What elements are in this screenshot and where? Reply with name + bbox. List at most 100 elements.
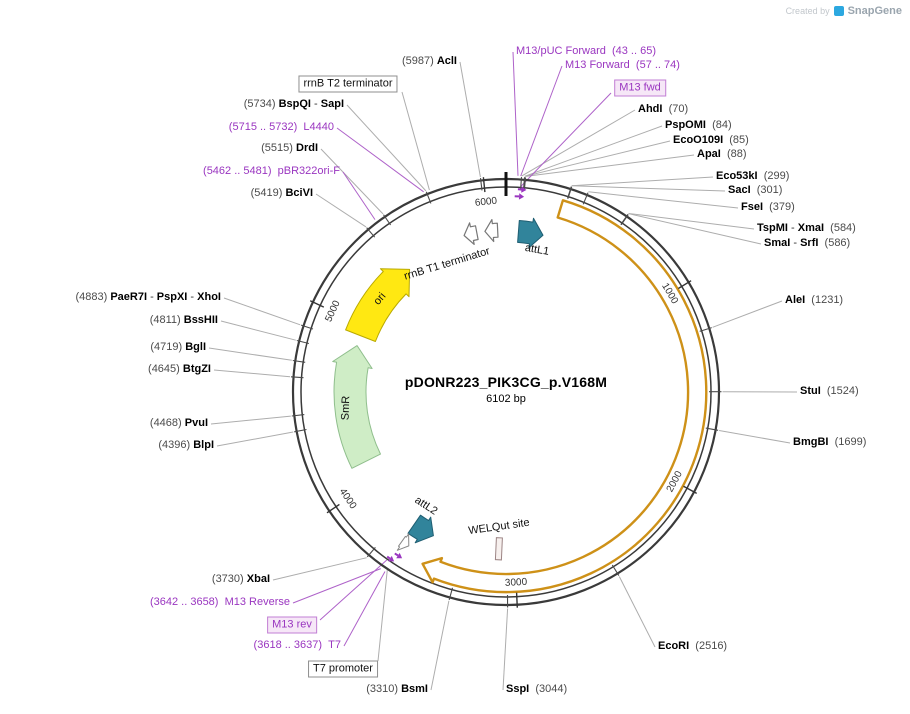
site-label-part: (584) bbox=[824, 222, 856, 234]
site-label-alei[interactable]: AleI (1231) bbox=[785, 293, 843, 308]
tick-label-6000: 6000 bbox=[474, 196, 498, 209]
site-label-pbr322ori-f[interactable]: (5462 .. 5481) pBR322ori-F bbox=[203, 164, 340, 179]
site-label-fsei[interactable]: FseI (379) bbox=[741, 200, 795, 215]
site-label-sspi[interactable]: SspI (3044) bbox=[506, 682, 567, 697]
position-tick bbox=[517, 593, 518, 608]
site-label-saci[interactable]: SacI (301) bbox=[728, 183, 782, 198]
rrnb-t1-terminator-glyph-a[interactable] bbox=[464, 223, 478, 245]
snapgene-brand: SnapGene bbox=[848, 5, 902, 17]
enzyme-site-tick bbox=[367, 547, 375, 557]
site-label-part: (379) bbox=[763, 201, 795, 213]
leader-line bbox=[526, 155, 694, 176]
site-label-m13-forward[interactable]: M13 Forward (57 .. 74) bbox=[565, 58, 680, 73]
site-label-part: (2516) bbox=[689, 640, 727, 652]
leader-line bbox=[343, 172, 375, 220]
attl2-arrow[interactable] bbox=[408, 515, 433, 543]
site-label-part: (3044) bbox=[529, 683, 567, 695]
site-label-t7-primer[interactable]: (3618 .. 3637) T7 bbox=[254, 638, 341, 653]
site-label-stui[interactable]: StuI (1524) bbox=[800, 384, 859, 399]
site-label-part: XhoI bbox=[197, 291, 221, 303]
site-label-part: DrdI bbox=[296, 142, 318, 154]
site-label-eco53ki[interactable]: Eco53kI (299) bbox=[716, 169, 789, 184]
site-label-drdi[interactable]: (5515) DrdI bbox=[261, 141, 318, 156]
site-label-smai-srfi[interactable]: SmaI - SrfI (586) bbox=[764, 236, 850, 251]
site-label-apai[interactable]: ApaI (88) bbox=[697, 147, 747, 162]
site-label-part: BspQI bbox=[279, 98, 311, 110]
site-label-part: (3310) bbox=[366, 683, 401, 695]
leader-line bbox=[503, 609, 508, 691]
primer-mark[interactable] bbox=[387, 557, 390, 559]
smr-label[interactable]: SmR bbox=[339, 396, 352, 421]
rrnb-t2-terminator-box[interactable]: rrnB T2 terminator bbox=[298, 76, 397, 93]
site-label-m13-puc-forward[interactable]: M13/pUC Forward (43 .. 65) bbox=[516, 44, 656, 59]
site-label-part: XmaI bbox=[798, 222, 824, 234]
site-label-l4440[interactable]: (5715 .. 5732) L4440 bbox=[229, 120, 334, 135]
site-label-part: SmaI bbox=[764, 237, 790, 249]
site-label-pspomi[interactable]: PspOMI (84) bbox=[665, 118, 732, 133]
site-label-part: Eco53kI bbox=[716, 170, 758, 182]
rrnb-t1-terminator-label[interactable]: rrnB T1 terminator bbox=[403, 245, 492, 283]
site-label-part: AleI bbox=[785, 294, 805, 306]
site-label-part: StuI bbox=[800, 385, 821, 397]
tick-label-4000: 4000 bbox=[337, 487, 359, 512]
site-label-part: (4811) bbox=[150, 314, 184, 326]
site-label-bspqi-sapi[interactable]: (5734) BspQI - SapI bbox=[244, 97, 344, 112]
t7-promoter-box[interactable]: T7 promoter bbox=[308, 661, 378, 678]
leader-line bbox=[221, 321, 296, 340]
m13-rev-box[interactable]: M13 rev bbox=[267, 617, 317, 634]
site-label-part: PvuI bbox=[185, 417, 208, 429]
t7-promoter-glyph[interactable] bbox=[397, 534, 409, 551]
site-label-tspmi-xmai[interactable]: TspMI - XmaI (584) bbox=[757, 221, 856, 236]
site-label-bsmi[interactable]: (3310) BsmI bbox=[366, 682, 428, 697]
site-label-part: M13/pUC Forward (43 .. 65) bbox=[516, 45, 656, 57]
site-label-part: - bbox=[788, 222, 798, 234]
m13-fwd-box[interactable]: M13 fwd bbox=[614, 80, 666, 97]
leader-line bbox=[629, 214, 755, 230]
welqut-site-marker[interactable] bbox=[495, 538, 502, 560]
welqut-site-label[interactable]: WELQut site bbox=[468, 517, 531, 537]
site-label-eco0109i[interactable]: EcoO109I (85) bbox=[673, 133, 749, 148]
leader-line bbox=[320, 560, 387, 620]
site-label-part: (5987) bbox=[402, 55, 437, 67]
site-label-btgzi[interactable]: (4645) BtgZI bbox=[148, 362, 211, 377]
site-label-ahdi[interactable]: AhdI (70) bbox=[638, 102, 688, 117]
rrnb-t1-terminator-glyph-b[interactable] bbox=[485, 220, 498, 242]
leader-line bbox=[209, 348, 292, 360]
site-label-bgli[interactable]: (4719) BglI bbox=[150, 340, 206, 355]
site-label-part: (5419) bbox=[251, 187, 286, 199]
site-label-part: (84) bbox=[706, 119, 732, 131]
site-label-ecori[interactable]: EcoRI (2516) bbox=[658, 639, 727, 654]
plasmid-title: pDONR223_PIK3CG_p.V168M bbox=[405, 374, 607, 390]
leader-line bbox=[719, 431, 790, 444]
site-label-pvui[interactable]: (4468) PvuI bbox=[150, 416, 208, 431]
site-label-part: (1524) bbox=[821, 385, 859, 397]
site-label-acli[interactable]: (5987) AclI bbox=[402, 54, 457, 69]
site-label-part: BmgBI bbox=[793, 436, 828, 448]
leader-line bbox=[525, 126, 662, 176]
tick-label-3000: 3000 bbox=[505, 577, 528, 589]
site-label-paer7i-pspxi-xhoi[interactable]: (4883) PaeR7I - PspXI - XhoI bbox=[75, 290, 221, 305]
primer-mark[interactable] bbox=[395, 553, 398, 555]
site-label-part: - bbox=[187, 291, 197, 303]
enzyme-site-tick bbox=[367, 228, 375, 238]
site-label-bmgbi[interactable]: BmgBI (1699) bbox=[793, 435, 866, 450]
attl1-label[interactable]: attL1 bbox=[524, 242, 550, 258]
attl2-label[interactable]: attL2 bbox=[413, 494, 440, 517]
site-label-m13-reverse[interactable]: (3642 .. 3658) M13 Reverse bbox=[150, 595, 290, 610]
site-label-part: - bbox=[790, 237, 800, 249]
watermark-created-by: Created by bbox=[786, 6, 830, 16]
site-label-part: (5515) bbox=[261, 142, 296, 154]
site-label-part: BglI bbox=[185, 341, 206, 353]
site-label-part: EcoO109I bbox=[673, 134, 723, 146]
site-label-bsshii[interactable]: (4811) BssHII bbox=[150, 313, 218, 328]
leader-line bbox=[629, 214, 761, 244]
site-label-part: (301) bbox=[751, 184, 783, 196]
leader-line bbox=[713, 301, 782, 327]
site-label-xbai[interactable]: (3730) XbaI bbox=[212, 572, 270, 587]
site-label-part: - bbox=[311, 98, 321, 110]
site-label-part: SacI bbox=[728, 184, 751, 196]
tick-label-5000: 5000 bbox=[323, 299, 343, 324]
site-label-part: (4468) bbox=[150, 417, 185, 429]
site-label-blpi[interactable]: (4396) BlpI bbox=[158, 438, 214, 453]
site-label-bcivi[interactable]: (5419) BciVI bbox=[251, 186, 313, 201]
